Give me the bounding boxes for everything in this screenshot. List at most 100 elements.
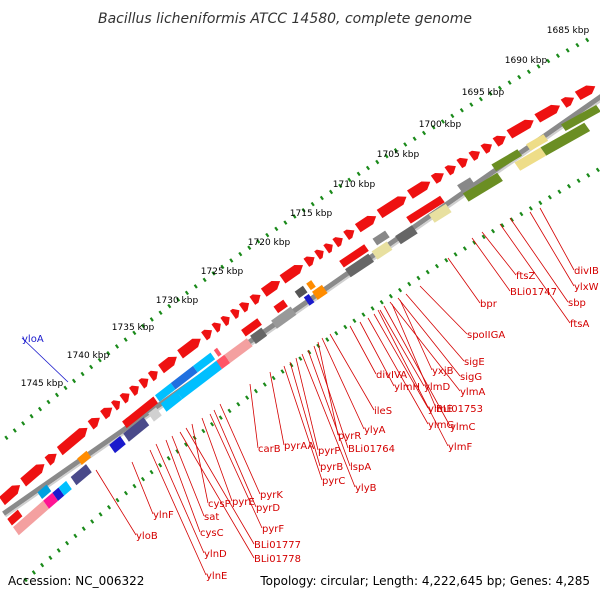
tick-label: 1730 kbp [156,296,199,306]
cds-arrow [303,256,315,267]
gene-label-pyre[interactable]: pyrE [232,497,255,508]
gene-label-cysc[interactable]: cysC [200,528,224,539]
inner-tick [64,540,70,546]
gene-label-bpr[interactable]: bpr [480,299,498,310]
gene-label-bli01777[interactable]: BLi01777 [254,540,301,551]
cds-arrow [211,322,221,333]
feature-block [77,450,92,465]
inner-tick [444,257,449,263]
inner-tick [166,456,171,461]
gene-label-pyrr[interactable]: pyrR [338,431,361,442]
inner-tick [73,533,78,539]
gene-label-pyrp[interactable]: pyrP [318,446,340,457]
feature-block [123,417,150,442]
gene-label-bli01764[interactable]: BLi01764 [348,444,395,455]
inner-tick [557,189,562,194]
inner-tick [158,462,163,468]
leader-line [471,237,511,292]
feature-block [241,318,262,337]
tick-label: 1690 kbp [505,56,548,66]
leader-line [509,217,569,303]
cds-arrow [260,281,281,297]
gene-label-ylya[interactable]: ylyA [364,425,386,436]
gene-label-pyrd[interactable]: pyrD [256,503,280,514]
inner-tick [509,217,514,222]
gene-label-ylmh[interactable]: ylmH [394,382,420,393]
inner-tick [106,504,112,510]
inner-tick [183,442,189,447]
gene-label-iles[interactable]: ileS [374,406,392,417]
inner-tick [90,519,95,524]
gene-label-ylmd[interactable]: ylmD [424,382,450,393]
genome-backbone [2,94,600,518]
gene-label-pyrf[interactable]: pyrF [262,524,284,535]
gene-label-pyrb[interactable]: pyrB [320,462,343,473]
gene-label-sigg[interactable]: sigG [460,372,482,383]
gene-label-spoiiga[interactable]: spoIIGA [467,330,505,341]
tick-marks [0,37,600,583]
inner-tick [81,526,86,531]
gene-label-ylma[interactable]: ylmA [460,387,485,398]
inner-tick [453,252,458,257]
inner-tick [245,395,250,400]
gene-label-cysp[interactable]: cysP [208,499,231,510]
outer-tick [12,428,17,433]
gene-label-ylmc[interactable]: ylmC [450,422,475,433]
inner-tick [370,306,375,311]
gene-label-ylxw[interactable]: ylxW [574,282,599,293]
gene-label-yxjb[interactable]: yxjB [432,366,454,377]
outer-tick [384,153,389,159]
gene-label-ylnf[interactable]: ylnF [153,510,174,521]
inner-tick [140,476,146,482]
leader-line [131,461,154,515]
gene-label-sat[interactable]: sat [204,512,219,523]
gene-label-pyraa[interactable]: pyrAA [284,441,314,452]
gene-label-bli01778[interactable]: BLi01778 [254,554,301,565]
feature-block [250,327,268,344]
gene-label-carb[interactable]: carB [258,444,281,455]
outer-tick [328,189,334,195]
cds-arrow [354,215,377,233]
outer-tick [338,183,343,189]
gene-label-ylmg[interactable]: ylmG [428,420,454,431]
gene-label-pyrc[interactable]: pyrC [322,476,345,487]
gene-label-pyrk[interactable]: pyrK [260,490,283,501]
outer-tick [310,201,315,207]
gene-label-ylyb[interactable]: ylyB [355,483,377,494]
outer-tick [149,317,154,322]
inner-tick [149,469,154,475]
gene-label-bli01753[interactable]: BLi01753 [436,404,483,415]
inner-tick [48,555,53,561]
gene-label-ylne[interactable]: ylnE [206,571,227,582]
gene-label-ftsa[interactable]: ftsA [570,319,589,330]
cds-arrow [456,157,468,169]
gene-label-lspa[interactable]: lspA [350,462,371,473]
inner-tick [481,234,486,240]
gene-label-ylnd[interactable]: ylnD [204,549,227,560]
leader-line [21,337,69,383]
gene-label-sbp[interactable]: sbp [568,298,586,309]
inner-tick [132,483,137,489]
gene-label-ylob[interactable]: yloB [136,531,158,542]
outer-tick [403,142,408,147]
inner-tick [352,318,357,324]
tick-label: 1715 kbp [290,209,333,219]
feature-block [155,383,176,402]
inner-tick [218,415,223,420]
outer-tick [274,226,279,232]
inner-tick [175,449,180,454]
feature-block [526,134,549,151]
gene-label-diviva[interactable]: divIVA [376,370,407,381]
cds-arrow [129,385,139,396]
gene-label-yloa[interactable]: yloA [22,334,44,345]
inner-tick [547,194,552,200]
gene-label-ylmf[interactable]: ylmF [448,442,472,453]
outer-tick [301,207,306,213]
gene-label-ylme[interactable]: ylmE [428,404,453,415]
gene-label-bli01747[interactable]: BLi01747 [510,287,557,298]
gene-label-divib[interactable]: divIB [574,266,599,277]
gene-labels: divIB ylxW sbp ftsA ftsZ BLi01747 bpr spoIIGA si… [22,266,599,582]
gene-label-ftsz[interactable]: ftsZ [516,271,535,282]
gene-label-sige[interactable]: sigE [464,357,485,368]
outer-tick [158,310,163,316]
